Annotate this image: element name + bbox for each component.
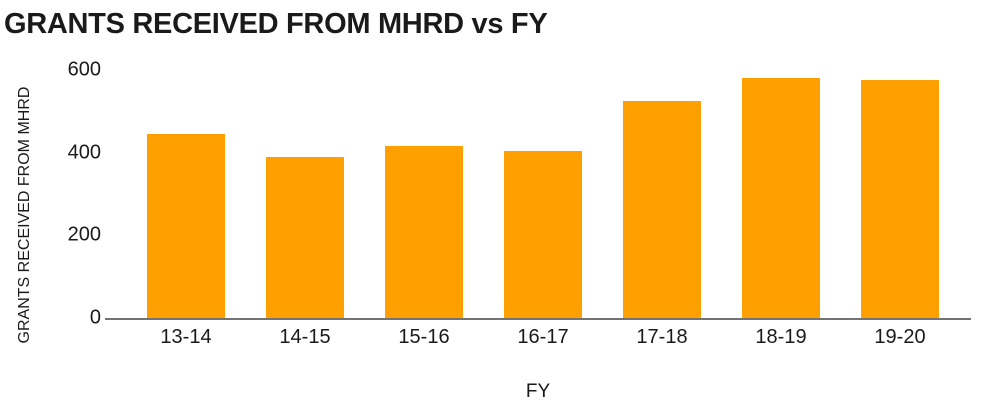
x-tick-label: 14-15 [279, 326, 331, 348]
bar-18-19 [742, 78, 820, 318]
x-axis-ticks: 13-14 14-15 15-16 16-17 17-18 18-19 19-20 [105, 326, 971, 350]
x-tick-label: 19-20 [874, 326, 926, 348]
x-tick-label: 13-14 [160, 326, 212, 348]
plot-area [105, 70, 971, 318]
chart-title: GRANTS RECEIVED FROM MHRD vs FY [4, 8, 548, 40]
x-tick-label: 18-19 [755, 326, 807, 348]
bar-17-18 [623, 101, 701, 318]
x-tick-label: 16-17 [517, 326, 569, 348]
y-tick-label: 400 [67, 141, 101, 164]
y-axis-ticks: 600 400 200 0 [0, 59, 101, 329]
x-axis-title: FY [525, 381, 551, 402]
bar-19-20 [861, 80, 939, 318]
x-tick-label: 17-18 [636, 326, 688, 348]
y-tick-label: 0 [89, 306, 101, 329]
bar-13-14 [147, 134, 225, 318]
bar-14-15 [266, 156, 344, 318]
x-tick-label: 15-16 [398, 326, 450, 348]
x-axis-line [105, 318, 971, 320]
y-tick-label: 600 [67, 58, 101, 81]
y-tick-label: 200 [67, 223, 101, 246]
bar-15-16 [385, 146, 463, 318]
bar-16-17 [504, 150, 582, 318]
